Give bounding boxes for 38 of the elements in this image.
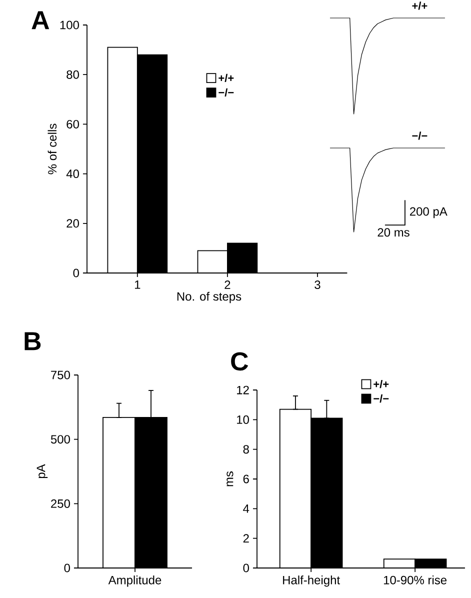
y-tick-label: 0 bbox=[73, 268, 79, 278]
y-axis-title: pA bbox=[36, 464, 48, 478]
y-tick-label: 750 bbox=[51, 370, 70, 380]
y-tick-label: 4 bbox=[243, 504, 250, 513]
x-axis-title: No. of steps bbox=[177, 292, 242, 304]
legend-label: −/− bbox=[218, 88, 234, 96]
x-tick-label: 10-90% rise bbox=[384, 576, 447, 584]
chart-title: C bbox=[231, 352, 248, 371]
y-tick-label: 12 bbox=[237, 386, 249, 394]
x-tick-label: Amplitude bbox=[108, 576, 162, 587]
y-tick-label: 10 bbox=[237, 415, 249, 424]
x-tick-label: 3 bbox=[314, 280, 320, 290]
y-tick-label: 250 bbox=[51, 499, 70, 508]
x-tick-label: Half-height bbox=[283, 576, 340, 587]
chart-title: B bbox=[24, 332, 41, 350]
legend-label: +/+ bbox=[218, 74, 234, 82]
y-tick-label: 500 bbox=[50, 435, 70, 444]
legend-label: −/− bbox=[374, 394, 389, 403]
y-tick-label: 6 bbox=[243, 474, 249, 484]
legend-label: +/+ bbox=[374, 380, 389, 388]
y-tick-label: 20 bbox=[66, 219, 79, 228]
y-tick-label: 60 bbox=[66, 120, 79, 128]
y-tick-label: 100 bbox=[60, 20, 79, 30]
chart-title: +/+ bbox=[412, 2, 428, 10]
y-tick-label: 0 bbox=[243, 564, 249, 572]
y-tick-label: 2 bbox=[243, 534, 249, 543]
y-tick-label: 8 bbox=[243, 445, 249, 454]
y-tick-label: 40 bbox=[66, 170, 79, 178]
y-axis-title: % of cells bbox=[48, 124, 57, 174]
chart-title: −/− bbox=[412, 132, 428, 140]
annotation: 200 pA bbox=[410, 207, 448, 218]
chart-title: A bbox=[32, 11, 50, 30]
y-tick-label: 80 bbox=[66, 70, 79, 79]
annotation: 20 ms bbox=[378, 228, 410, 237]
y-axis-title: ms bbox=[226, 471, 234, 486]
x-tick-label: 2 bbox=[224, 280, 230, 289]
y-tick-label: 0 bbox=[64, 564, 70, 572]
x-tick-label: 1 bbox=[134, 280, 140, 289]
